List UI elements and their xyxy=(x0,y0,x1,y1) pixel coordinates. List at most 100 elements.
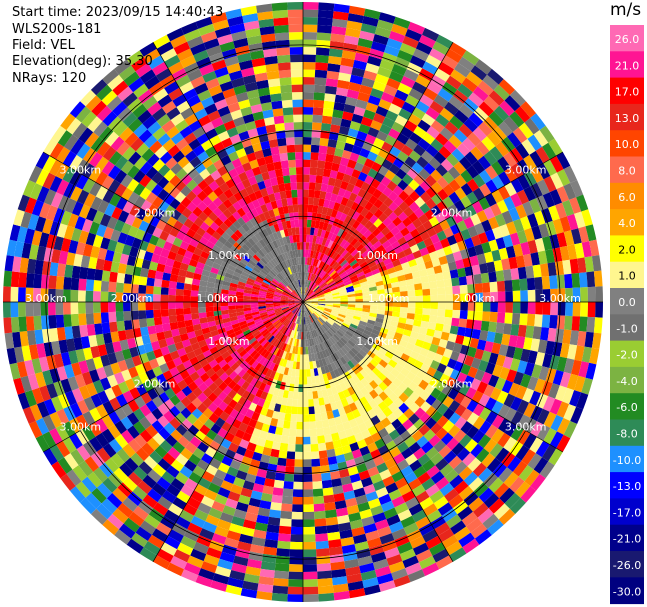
velocity-gate xyxy=(200,495,215,508)
velocity-gate xyxy=(281,351,287,360)
velocity-gate xyxy=(220,305,229,311)
velocity-gate xyxy=(303,296,309,302)
velocity-gate xyxy=(123,283,132,293)
velocity-gate xyxy=(324,215,331,224)
velocity-gate xyxy=(288,304,296,308)
velocity-gate xyxy=(389,446,401,458)
velocity-gate xyxy=(114,169,127,184)
velocity-gate xyxy=(343,490,356,501)
velocity-gate xyxy=(282,359,288,368)
velocity-gate xyxy=(374,276,383,283)
velocity-gate xyxy=(385,440,397,452)
velocity-gate xyxy=(281,99,293,109)
velocity-gate xyxy=(82,147,97,164)
velocity-gate xyxy=(139,161,153,175)
velocity-gate xyxy=(164,54,181,69)
velocity-gate xyxy=(145,424,159,438)
velocity-gate xyxy=(325,302,334,304)
velocity-gate xyxy=(325,85,337,95)
velocity-gate xyxy=(278,283,286,289)
velocity-gate xyxy=(285,129,295,138)
velocity-gate xyxy=(510,396,523,411)
velocity-gate xyxy=(317,228,323,237)
velocity-gate xyxy=(460,302,469,311)
velocity-gate xyxy=(325,509,337,519)
velocity-gate xyxy=(211,91,226,104)
velocity-gate xyxy=(161,279,170,288)
velocity-gate xyxy=(296,354,301,362)
velocity-gate xyxy=(387,382,398,393)
velocity-gate xyxy=(373,218,383,228)
velocity-gate xyxy=(347,435,357,445)
velocity-gate xyxy=(516,399,530,415)
velocity-gate xyxy=(286,451,296,460)
velocity-gate xyxy=(347,360,355,369)
velocity-gate xyxy=(314,286,321,293)
velocity-gate xyxy=(175,202,187,214)
velocity-gate xyxy=(312,284,319,291)
velocity-gate xyxy=(200,30,218,43)
velocity-gate xyxy=(548,383,560,399)
velocity-gate xyxy=(317,297,326,300)
colorbar-swatch xyxy=(610,261,644,289)
velocity-gate xyxy=(413,207,425,219)
velocity-gate xyxy=(340,259,348,267)
velocity-gate xyxy=(268,193,276,203)
velocity-gate xyxy=(55,276,65,290)
velocity-gate xyxy=(228,224,238,234)
velocity-gate xyxy=(278,525,292,535)
velocity-gate xyxy=(376,182,387,193)
velocity-gate xyxy=(362,452,374,463)
velocity-gate xyxy=(272,319,280,326)
velocity-gate xyxy=(339,290,347,295)
velocity-gate xyxy=(265,322,273,329)
velocity-gate xyxy=(180,107,195,120)
velocity-gate xyxy=(373,198,384,209)
velocity-gate xyxy=(219,411,230,422)
velocity-gate xyxy=(385,306,393,312)
velocity-gate xyxy=(303,196,309,205)
velocity-gate xyxy=(142,231,153,243)
velocity-gate xyxy=(493,259,503,272)
velocity-gate xyxy=(279,404,287,414)
velocity-gate xyxy=(520,302,529,314)
velocity-gate xyxy=(311,242,316,251)
velocity-gate xyxy=(340,299,348,302)
velocity-gate xyxy=(405,496,420,510)
velocity-gate xyxy=(232,393,242,403)
velocity-gate xyxy=(116,272,126,284)
velocity-gate xyxy=(338,468,350,479)
velocity-gate xyxy=(381,226,391,236)
velocity-gate xyxy=(327,63,341,73)
velocity-gate xyxy=(293,242,298,251)
velocity-gate xyxy=(196,334,205,343)
velocity-gate xyxy=(269,315,277,321)
velocity-gate xyxy=(481,371,493,385)
velocity-gate xyxy=(532,264,542,278)
velocity-gate xyxy=(363,365,372,375)
velocity-gate xyxy=(303,227,307,235)
velocity-gate xyxy=(435,133,449,146)
velocity-gate xyxy=(362,294,371,299)
velocity-gate xyxy=(267,516,281,526)
velocity-gate xyxy=(318,327,324,335)
velocity-gate xyxy=(562,199,575,217)
velocity-gate xyxy=(427,273,437,283)
velocity-gate xyxy=(180,185,192,197)
velocity-gate xyxy=(273,17,289,26)
velocity-gate xyxy=(270,177,279,187)
velocity-gate xyxy=(282,335,288,344)
velocity-gate xyxy=(504,280,513,292)
velocity-gate xyxy=(221,351,231,360)
velocity-gate xyxy=(469,337,480,349)
velocity-gate xyxy=(321,246,328,254)
velocity-gate xyxy=(153,34,171,49)
velocity-gate xyxy=(244,265,253,272)
velocity-gate xyxy=(277,206,285,216)
velocity-gate xyxy=(256,261,264,269)
velocity-gate xyxy=(186,190,197,202)
velocity-gate xyxy=(344,35,360,46)
velocity-gate xyxy=(189,238,200,248)
velocity-gate xyxy=(415,302,423,309)
velocity-gate xyxy=(312,107,324,116)
